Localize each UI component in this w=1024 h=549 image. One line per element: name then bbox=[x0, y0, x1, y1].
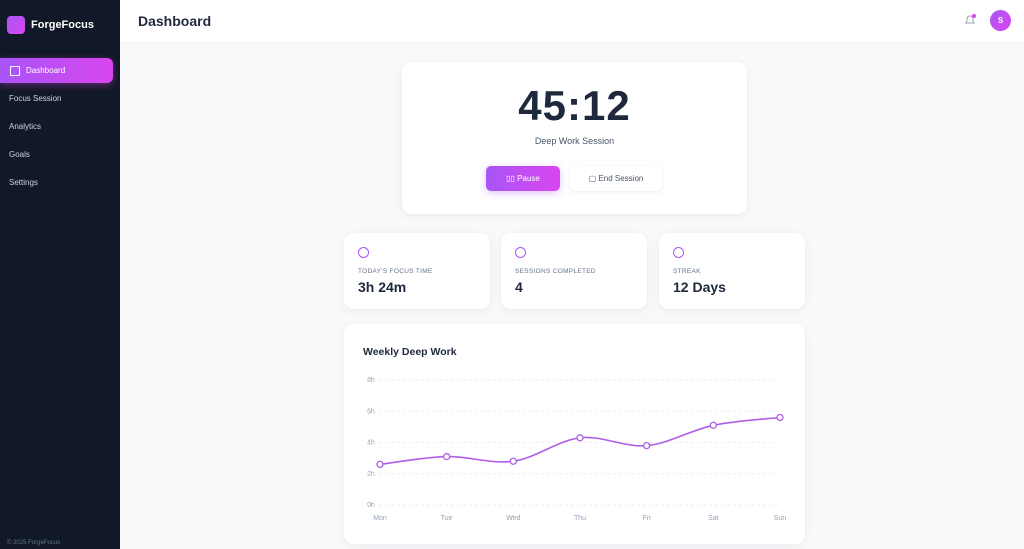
x-tick-label: Sat bbox=[708, 515, 719, 522]
point bbox=[576, 434, 584, 442]
chart-title: Weekly Deep Work bbox=[363, 346, 457, 358]
nav-item[interactable]: Dashboard bbox=[0, 58, 113, 83]
point bbox=[709, 421, 717, 429]
icon bbox=[673, 247, 684, 258]
end-button[interactable]: ▢ End Session bbox=[570, 166, 662, 191]
stat-value: 4 bbox=[515, 279, 523, 295]
header: Dashboard S bbox=[120, 0, 1024, 43]
session-label: Deep Work Session bbox=[534, 136, 615, 146]
x-tick-label: Sun bbox=[774, 515, 787, 522]
stat-value: 12 Days bbox=[673, 279, 726, 295]
y-tick-label: 6h bbox=[367, 408, 375, 415]
stat-card: TODAY'S FOCUS TIME 3h 24m bbox=[344, 233, 490, 309]
stat-value: 3h 24m bbox=[358, 279, 407, 295]
nav-item[interactable]: Goals bbox=[9, 150, 30, 159]
nav-item[interactable]: Focus Session bbox=[9, 94, 62, 103]
y-tick-label: 0h bbox=[367, 502, 375, 509]
sidebar: ForgeFocus Dashboard Focus Session Analy… bbox=[0, 0, 120, 549]
nav-item[interactable]: Settings bbox=[9, 178, 38, 187]
x-tick-label: Fri bbox=[643, 515, 652, 522]
footer: © 2025 ForgeFocus bbox=[7, 540, 61, 546]
point bbox=[509, 457, 517, 465]
x-tick-label: Mon bbox=[373, 515, 387, 522]
stat-label: SESSIONS COMPLETED bbox=[515, 268, 596, 275]
point bbox=[643, 441, 651, 450]
point bbox=[376, 460, 384, 469]
nav: Dashboard Focus Session Analytics Goals … bbox=[0, 58, 113, 198]
nav-item[interactable]: Analytics bbox=[9, 122, 42, 131]
timer: 45:12 bbox=[518, 82, 631, 129]
icon bbox=[515, 247, 526, 258]
chart: Weekly Deep Work 0h 2h 4h 6h 8h Mon Tue Wed Thu F… bbox=[363, 346, 787, 522]
button-label: Pause bbox=[517, 174, 540, 183]
x-tick-label: Tue bbox=[441, 515, 453, 522]
stat-card: SESSIONS COMPLETED 4 bbox=[501, 233, 647, 309]
chart-card: Weekly Deep Work 0h 2h 4h 6h 8h Mon Tue Wed Thu F… bbox=[344, 324, 805, 544]
point bbox=[443, 452, 451, 461]
logo bbox=[7, 16, 25, 34]
y-tick-label: 8h bbox=[367, 377, 375, 384]
point bbox=[776, 413, 784, 422]
y-tick-label: 4h bbox=[367, 440, 375, 447]
brand[interactable]: ForgeFocus bbox=[7, 16, 94, 34]
stat-label: TODAY'S FOCUS TIME bbox=[358, 268, 433, 275]
notifications[interactable] bbox=[964, 14, 976, 27]
stat-label: STREAK bbox=[673, 268, 701, 275]
stat-card: STREAK 12 Days bbox=[659, 233, 805, 309]
avatar[interactable]: S bbox=[990, 10, 1011, 31]
icon bbox=[358, 247, 369, 258]
page-title: Dashboard bbox=[138, 13, 212, 29]
pause-button[interactable]: ▯▯ Pause bbox=[486, 166, 560, 191]
y-tick-label: 2h bbox=[367, 471, 375, 478]
brand-name: ForgeFocus bbox=[31, 19, 94, 31]
button-label: End Session bbox=[598, 174, 644, 183]
timer-card: 45:12 Deep Work Session ▯▯ Pause ▢ End S… bbox=[402, 62, 747, 214]
x-tick-label: Thu bbox=[574, 515, 586, 522]
x-tick-label: Wed bbox=[506, 515, 520, 522]
